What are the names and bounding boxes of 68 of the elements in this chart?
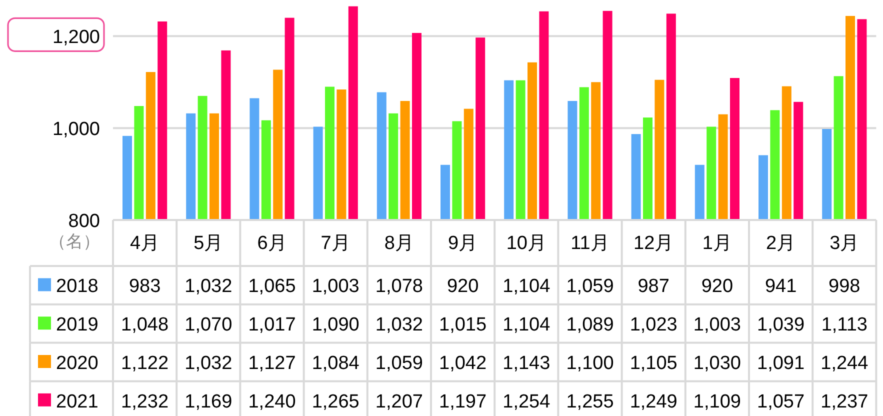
x-tick-label: 4月 [130, 233, 160, 254]
data-label: 1,057 [757, 391, 805, 412]
data-label: 1,104 [502, 276, 551, 298]
data-label: 1,059 [375, 353, 423, 374]
data-label: 1,240 [248, 391, 296, 412]
data-label: 1,105 [630, 353, 678, 374]
data-label: 1,003 [693, 314, 741, 336]
data-label: 1,244 [820, 353, 869, 374]
data-label: 920 [701, 276, 734, 298]
y-axis-title: （名） [49, 232, 100, 251]
data-label: 1,003 [312, 276, 360, 298]
data-label: 1,113 [821, 314, 868, 336]
data-label: 987 [638, 276, 670, 298]
data-label: 1,197 [439, 391, 487, 412]
data-label: 1,254 [502, 391, 551, 412]
x-tick-label: 12月 [634, 233, 674, 254]
y-tick-label: 1,200 [52, 27, 100, 48]
data-label: 1,032 [184, 276, 232, 298]
data-label: 1,207 [375, 391, 423, 412]
data-label: 1,059 [566, 276, 614, 298]
data-label: 1,084 [312, 353, 360, 374]
y-tick-label: 1,000 [52, 119, 100, 140]
data-label: 1,232 [121, 391, 169, 412]
x-tick-label: 3月 [830, 233, 860, 254]
data-label: 1,127 [248, 353, 296, 374]
data-label: 1,023 [630, 314, 678, 336]
x-tick-label: 7月 [320, 233, 350, 254]
data-label: 1,032 [184, 353, 232, 374]
x-tick-label: 10月 [506, 233, 546, 254]
data-label: 1,089 [566, 314, 614, 336]
data-label: 1,255 [566, 391, 614, 412]
data-label: 1,109 [693, 391, 741, 412]
data-label: 1,237 [820, 391, 868, 412]
data-label: 1,065 [248, 276, 296, 298]
x-tick-label: 6月 [257, 233, 287, 254]
data-label: 1,039 [757, 314, 805, 336]
data-label: 1,090 [312, 314, 360, 336]
data-label: 1,030 [693, 353, 741, 374]
legend-label: 2018 [56, 276, 98, 298]
data-label: 1,015 [439, 314, 487, 336]
data-label: 1,078 [375, 276, 423, 298]
data-label: 1,249 [630, 391, 678, 412]
data-label: 1,091 [757, 353, 805, 374]
data-label: 983 [128, 276, 161, 298]
x-tick-label: 11月 [570, 233, 610, 254]
x-tick-label: 5月 [194, 233, 224, 254]
legend-label: 2020 [56, 353, 98, 374]
data-label: 998 [828, 276, 860, 298]
data-label: 1,169 [184, 391, 232, 412]
data-label: 1,265 [312, 391, 360, 412]
data-label: 1,032 [375, 314, 423, 336]
data-label: 1,042 [439, 353, 487, 374]
x-tick-label: 9月 [448, 233, 478, 254]
legend-label: 2021 [56, 391, 98, 412]
data-label: 1,104 [502, 314, 551, 336]
data-label: 1,100 [566, 353, 614, 374]
y-tick-label: 800 [68, 211, 100, 232]
data-label: 1,017 [248, 314, 296, 336]
data-label: 941 [764, 276, 797, 298]
data-label: 1,122 [121, 353, 169, 374]
x-tick-label: 8月 [384, 233, 414, 254]
x-tick-label: 2月 [766, 233, 796, 254]
data-label: 1,143 [502, 353, 550, 374]
data-label: 1,048 [121, 314, 169, 336]
legend-label: 2019 [56, 314, 98, 336]
x-tick-label: 1月 [702, 233, 732, 254]
data-label: 1,070 [184, 314, 232, 336]
data-label: 920 [446, 276, 479, 298]
